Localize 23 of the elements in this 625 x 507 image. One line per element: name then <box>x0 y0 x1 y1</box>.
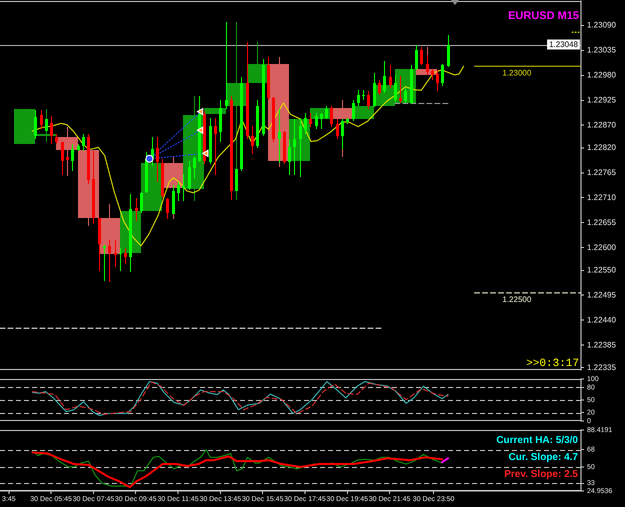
y-tick-label: 1.22335 <box>587 362 616 372</box>
y-tick-label: 1.22440 <box>587 315 616 324</box>
y-tick-label: 1.22710 <box>587 192 616 202</box>
annotation: 1.22500 <box>502 295 532 304</box>
y-tick-label: 1.22925 <box>587 95 616 104</box>
y-tick-label: 1.22980 <box>587 70 616 80</box>
annotation: 1.23000 <box>502 68 532 78</box>
y-tick-label: 1.22820 <box>587 143 616 152</box>
y-tick-label: 1.23035 <box>587 46 616 55</box>
y-tick-label: 1.22600 <box>587 242 616 252</box>
annotation: Cur. Slope: 4.7 <box>508 452 578 463</box>
annotation: >>0:3:17 <box>526 358 579 370</box>
y-tick-label: 1.22385 <box>587 340 616 350</box>
ref-line-label: 1.23048 <box>549 40 579 50</box>
y-tick-label: 1.22495 <box>587 290 616 300</box>
y-tick-label: 1.22550 <box>587 265 616 274</box>
text: EURUSD M15 <box>508 10 579 22</box>
y-tick-label: 1.23090 <box>587 20 616 30</box>
annotation: Current HA: 5/3/0 <box>496 434 578 446</box>
y-tick-label: 1.22655 <box>587 218 616 227</box>
annotation: Prev. Slope: 2.5 <box>504 468 578 480</box>
y-tick-label: 1.22870 <box>587 120 616 130</box>
y-tick-label: 1.22765 <box>587 168 616 178</box>
